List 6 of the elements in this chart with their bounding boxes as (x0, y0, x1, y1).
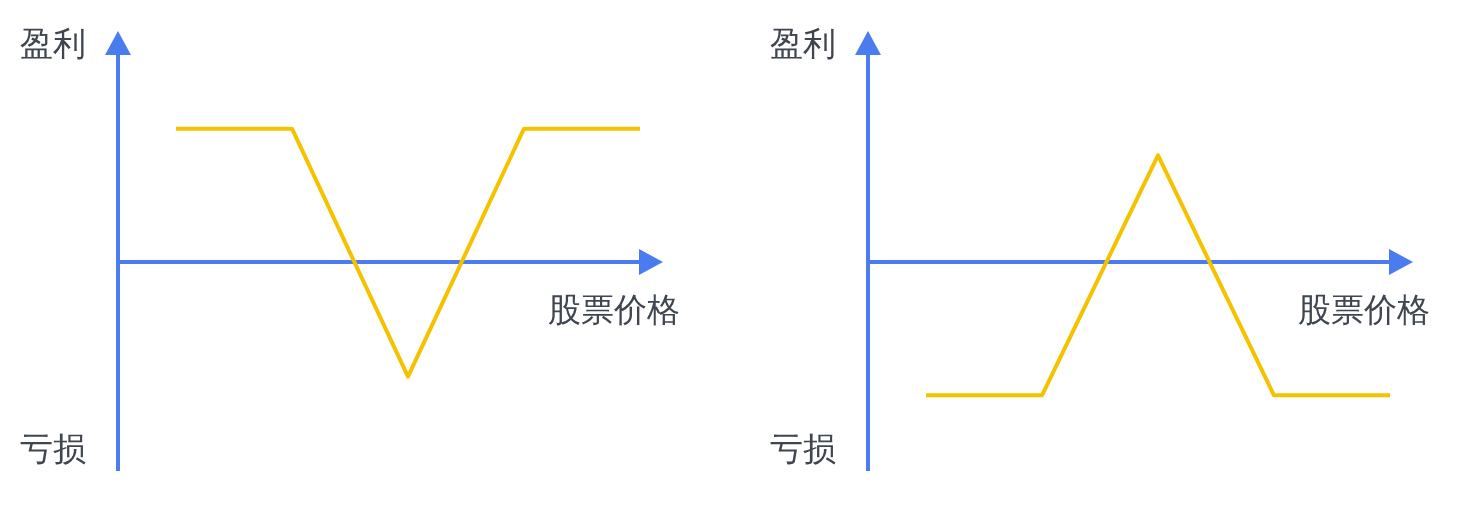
x-axis-title: 股票价格 (1298, 290, 1430, 330)
text: 亏损 (770, 429, 836, 469)
x-axis-title: 股票价格 (548, 290, 680, 330)
y-axis-title: 盈利 (770, 24, 836, 64)
y-axis-title: 盈利 (20, 24, 86, 64)
text: 亏损 (20, 429, 86, 469)
